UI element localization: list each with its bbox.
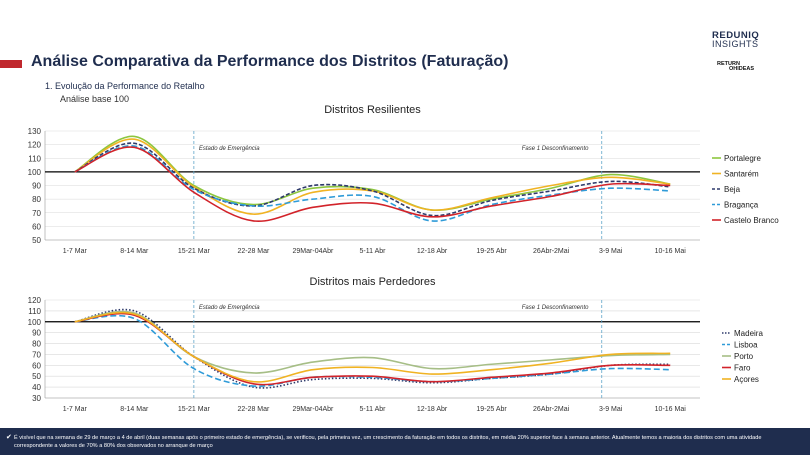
x-tick-label: 15-21 Mar [178, 248, 211, 255]
y-tick-label: 100 [28, 168, 42, 177]
y-tick-label: 90 [32, 182, 41, 191]
y-tick-label: 60 [32, 222, 41, 231]
y-tick-label: 50 [32, 236, 41, 245]
legend-label: Portalegre [724, 154, 761, 163]
series-line-castelo-branco [74, 146, 671, 222]
footer-text: É visível que na semana de 29 de março a… [14, 435, 762, 449]
legend-label: Beja [724, 185, 741, 194]
x-tick-label: 29Mar-04Abr [293, 248, 335, 255]
y-tick-label: 110 [28, 307, 41, 316]
x-tick-label: 8-14 Mar [120, 248, 149, 255]
annotation-label: Fase 1 Desconfinamento [522, 146, 589, 152]
x-tick-label: 22-28 Mar [237, 406, 270, 413]
x-tick-label: 8-14 Mar [120, 406, 149, 413]
logo2-line-1: RETURN [717, 61, 740, 67]
x-tick-label: 3-9 Mai [599, 406, 623, 413]
series-line-porto [74, 310, 671, 374]
x-tick-label: 19-25 Abr [476, 248, 507, 255]
logo2-line-2: OHIDEAS [729, 66, 755, 72]
x-tick-label: 26Abr-2Mai [533, 406, 570, 413]
y-tick-label: 80 [32, 195, 41, 204]
y-tick-label: 120 [28, 296, 42, 305]
y-tick-label: 70 [32, 350, 41, 359]
legend-label: Açores [734, 375, 759, 384]
x-tick-label: 3-9 Mai [599, 248, 623, 255]
annotation-label: Fase 1 Desconfinamento [522, 305, 589, 311]
y-tick-label: 90 [32, 329, 41, 338]
y-tick-label: 80 [32, 340, 41, 349]
x-tick-label: 1-7 Mar [63, 406, 88, 413]
x-tick-label: 10-16 Mai [655, 248, 687, 255]
logo-line-2: INSIGHTS [712, 39, 759, 49]
legend-label: Bragança [724, 201, 759, 210]
reduniq-insights-logo: REDUNIQ INSIGHTS [712, 31, 782, 49]
series-line-lisboa [74, 314, 671, 387]
x-tick-label: 26Abr-2Mai [533, 248, 570, 255]
y-tick-label: 130 [28, 127, 42, 136]
x-tick-label: 1-7 Mar [63, 248, 88, 255]
y-tick-label: 60 [32, 361, 41, 370]
legend-label: Lisboa [734, 341, 758, 350]
logo-line-1: REDUNIQ [712, 30, 760, 41]
analysis-note: Análise base 100 [60, 94, 130, 104]
annotation-label: Estado de Emergência [199, 146, 260, 152]
legend-label: Faro [734, 364, 751, 373]
chart-title: Distritos mais Perdedores [310, 276, 436, 288]
x-tick-label: 19-25 Abr [476, 406, 507, 413]
charts-canvas: Distritos Resilientes5060708090100110120… [28, 104, 780, 413]
page-title: Análise Comparativa da Performance dos D… [31, 53, 509, 70]
x-tick-label: 12-18 Abr [417, 406, 448, 413]
series-line-a-ores [74, 311, 671, 383]
y-tick-label: 110 [28, 154, 41, 163]
y-tick-label: 100 [28, 318, 42, 327]
footer-banner: ✔ É visível que na semana de 29 de março… [0, 428, 810, 455]
chart-title: Distritos Resilientes [324, 104, 421, 116]
x-tick-label: 22-28 Mar [237, 248, 270, 255]
legend-label: Porto [734, 352, 754, 361]
series-line-faro [74, 312, 671, 386]
return-on-ideas-logo: RETURN OHIDEAS [717, 61, 755, 72]
annotation-label: Estado de Emergência [199, 305, 260, 311]
section-subtitle: 1. Evolução da Performance do Retalho [45, 81, 205, 91]
accent-bar [0, 60, 22, 68]
x-tick-label: 5-11 Abr [360, 406, 387, 413]
x-tick-label: 29Mar-04Abr [293, 406, 335, 413]
series-line-beja [74, 142, 671, 217]
x-tick-label: 10-16 Mai [655, 406, 687, 413]
x-tick-label: 5-11 Abr [360, 248, 387, 255]
y-tick-label: 120 [28, 141, 42, 150]
x-tick-label: 12-18 Abr [417, 248, 448, 255]
legend-label: Santarém [724, 170, 759, 179]
x-tick-label: 15-21 Mar [178, 406, 211, 413]
y-tick-label: 70 [32, 209, 41, 218]
y-tick-label: 30 [32, 394, 41, 403]
chart-0: Distritos Resilientes 50 60 70 80 90 100 110 120… [28, 104, 780, 255]
legend-label: Castelo Branco [724, 216, 779, 225]
y-tick-label: 50 [32, 372, 41, 381]
series-line-portalegre [74, 135, 671, 211]
y-tick-label: 40 [32, 383, 41, 392]
check-icon: ✔ [6, 434, 12, 441]
legend-label: Madeira [734, 329, 763, 338]
